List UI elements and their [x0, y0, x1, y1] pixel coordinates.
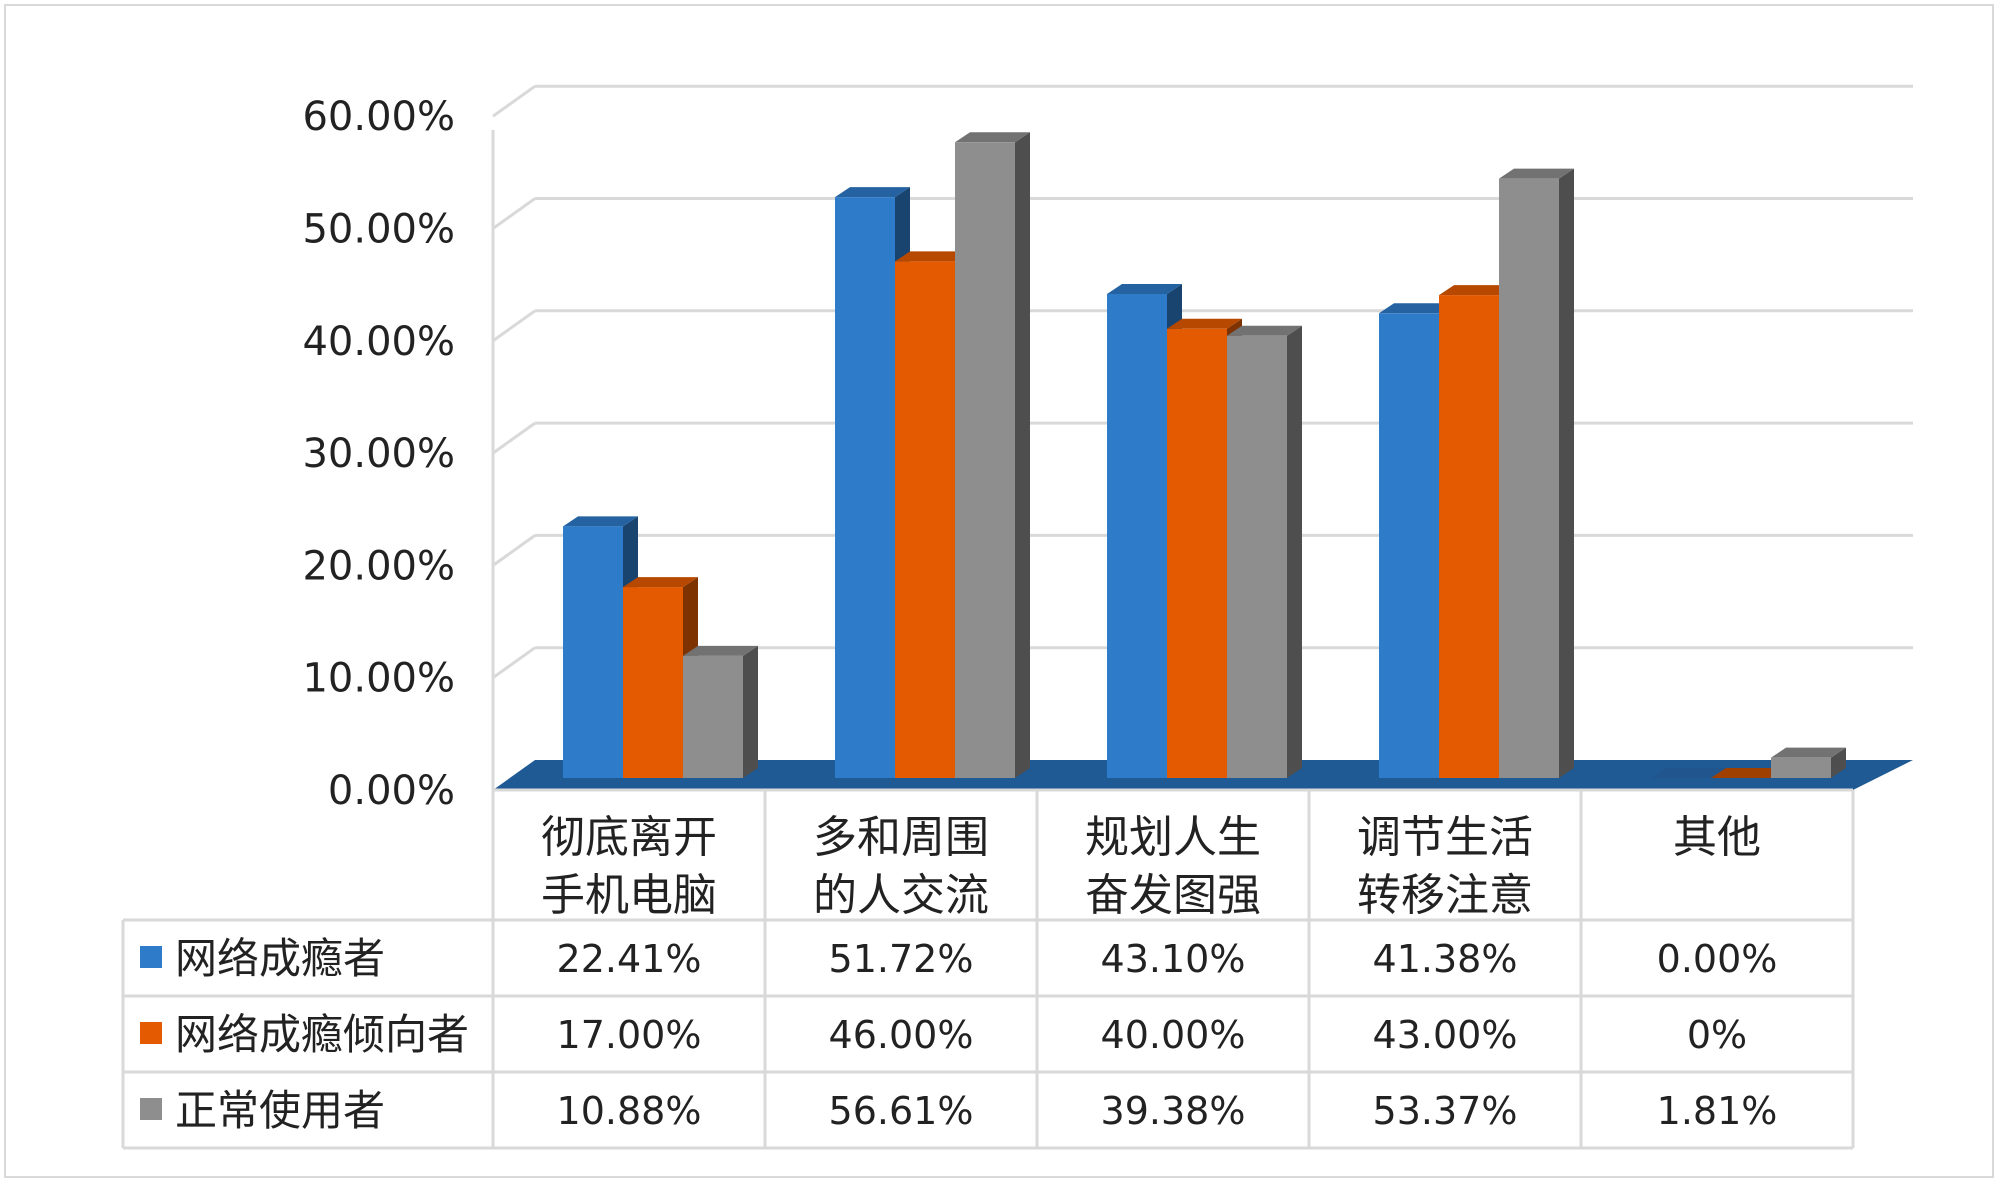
bar [1651, 768, 1726, 778]
bar-front [955, 142, 1015, 778]
y-tick-label: 10.00% [302, 656, 455, 702]
category-label: 规划人生 [1085, 812, 1261, 863]
bar-side [1831, 747, 1846, 778]
data-label: 40.00% [1101, 1013, 1246, 1057]
legend-label: 正常使用者 [175, 1086, 385, 1135]
data-label: 41.38% [1373, 937, 1518, 981]
gridline-diagonal [492, 534, 536, 567]
gridlines [491, 84, 1913, 790]
data-label: 10.88% [557, 1089, 702, 1133]
bar-front [835, 197, 895, 779]
bar-top [835, 187, 910, 198]
bar [1227, 325, 1302, 778]
y-axis: 0.00% 10.00% 20.00% 30.00% 40.00% 50.00% 60.00… [302, 94, 455, 814]
bar-front [1167, 328, 1227, 778]
data-label: 43.00% [1373, 1013, 1518, 1057]
data-label: 22.41% [557, 937, 702, 981]
bar-side [1015, 132, 1030, 778]
y-tick-label: 0.00% [328, 768, 455, 814]
bar-front [1107, 293, 1167, 778]
bar-front [623, 587, 683, 778]
bar-top [563, 516, 638, 527]
bar-top [1499, 168, 1574, 179]
category-label: 其他 [1673, 812, 1761, 863]
bar [1771, 747, 1846, 778]
bar-top [895, 251, 970, 262]
y-tick-label: 60.00% [302, 94, 455, 140]
bar-top [1651, 768, 1726, 778]
bar-top [1107, 283, 1182, 294]
category-label: 彻底离开 [541, 812, 717, 863]
bar [955, 132, 1030, 778]
bar-top [1167, 318, 1242, 329]
bar-top [1227, 325, 1302, 336]
bar [1711, 768, 1786, 778]
y-tick-label: 50.00% [302, 207, 455, 253]
bar-front [1379, 313, 1439, 778]
bar-top [623, 577, 698, 588]
category-label: 的人交流 [813, 870, 989, 921]
bar-front [683, 655, 743, 778]
data-label: 51.72% [829, 937, 974, 981]
data-label: 0.00% [1657, 937, 1778, 981]
bar [1499, 168, 1574, 778]
bar-side [1287, 325, 1302, 778]
category-label: 转移注意 [1357, 870, 1533, 921]
gridline-diagonal [492, 421, 536, 455]
bar-top [1711, 768, 1786, 778]
bar-side [743, 645, 758, 778]
bar-front [1771, 757, 1831, 778]
gridline-diagonal [492, 84, 536, 118]
legend-swatch [140, 1098, 162, 1120]
bar-top [1771, 747, 1846, 758]
category-label: 多和周围 [813, 812, 989, 863]
data-label: 17.00% [557, 1013, 702, 1057]
category-label: 奋发图强 [1085, 870, 1261, 921]
y-tick-label: 40.00% [302, 319, 455, 365]
bar-front [1499, 178, 1559, 778]
data-label: 46.00% [829, 1013, 974, 1057]
data-label: 53.37% [1373, 1089, 1518, 1133]
bar-top [955, 132, 1030, 143]
gridline-diagonal [492, 309, 536, 343]
data-label: 43.10% [1101, 937, 1246, 981]
bar-side [1559, 168, 1574, 778]
legend-swatch [140, 1022, 162, 1044]
legend-label: 网络成瘾倾向者 [175, 1010, 469, 1059]
data-label: 0% [1687, 1013, 1747, 1057]
legend-swatch [140, 946, 162, 968]
bar-top [1379, 303, 1454, 314]
bar-front [563, 526, 623, 778]
category-label: 调节生活 [1357, 812, 1533, 863]
chart-frame [4, 4, 1994, 1178]
y-tick-label: 20.00% [302, 543, 455, 589]
legend-label: 网络成瘾者 [175, 934, 385, 983]
category-label: 手机电脑 [541, 870, 717, 921]
y-tick-label: 30.00% [302, 431, 455, 477]
data-label: 1.81% [1657, 1089, 1778, 1133]
bar-front [895, 261, 955, 778]
data-label: 56.61% [829, 1089, 974, 1133]
bar-top [683, 645, 758, 656]
bars [563, 132, 1846, 779]
bar-front [1227, 335, 1287, 778]
data-label: 39.38% [1101, 1089, 1246, 1133]
gridline-diagonal [492, 197, 536, 230]
gridline-diagonal [492, 646, 536, 679]
bar [683, 645, 758, 778]
bar-front [1439, 295, 1499, 778]
bar-top [1439, 285, 1514, 296]
